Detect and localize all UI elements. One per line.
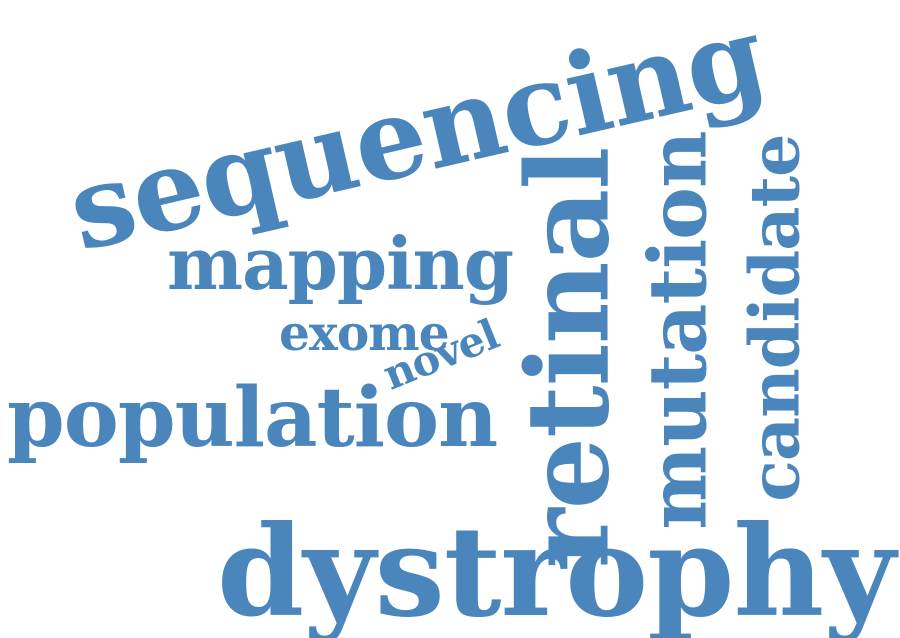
word-mapping: mapping [167,221,514,306]
word-exome: exome [279,304,450,362]
word-candidate: candidate [734,134,815,502]
word-mutation: mutation [631,130,725,530]
word-population: population [7,368,498,466]
word-dystrophy: dystrophy [217,498,896,638]
